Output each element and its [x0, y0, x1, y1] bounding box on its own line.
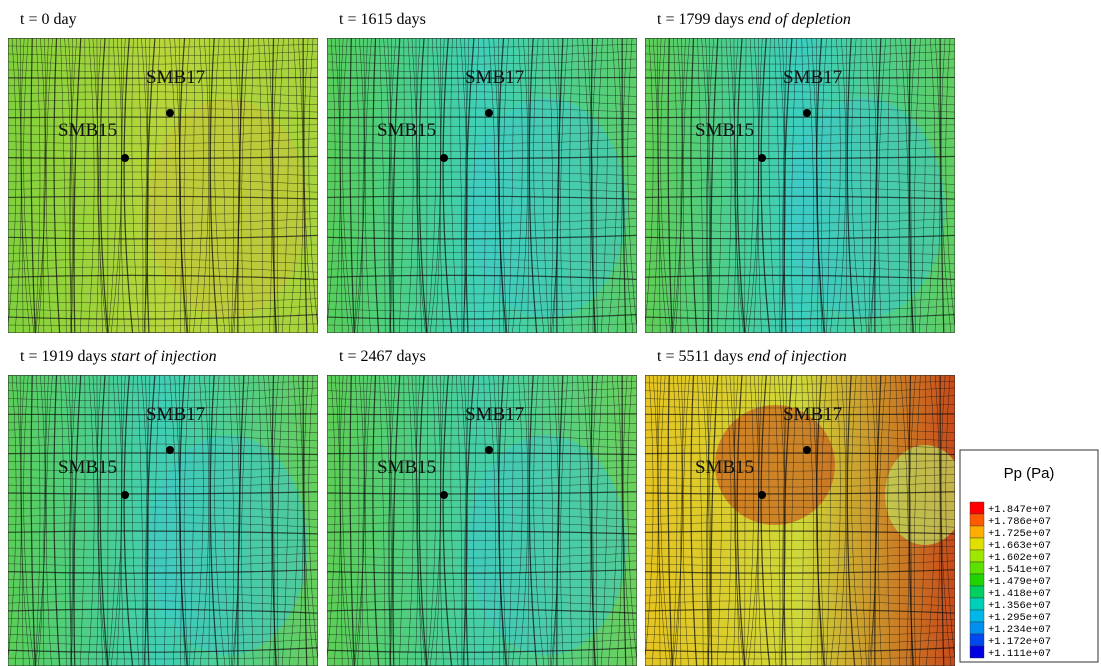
well-marker — [440, 154, 448, 162]
legend-label: +1.847e+07 — [988, 504, 1051, 516]
well-marker — [121, 154, 129, 162]
mesh-line — [955, 38, 958, 333]
legend-swatch — [970, 634, 984, 646]
panel-time: t = 1615 days — [339, 11, 426, 28]
legend-swatch — [970, 646, 984, 658]
well-marker — [758, 154, 766, 162]
legend-swatch — [970, 562, 984, 574]
legend-swatch — [970, 610, 984, 622]
legend-swatch — [970, 622, 984, 634]
mesh-line — [955, 375, 958, 666]
legend-swatch — [970, 526, 984, 538]
well-label: SMB17 — [146, 67, 205, 88]
well-marker — [166, 109, 174, 117]
well-label: SMB15 — [58, 120, 117, 141]
panel-note: end of injection — [747, 348, 847, 365]
well-marker — [803, 109, 811, 117]
well-label: SMB15 — [58, 457, 117, 478]
mesh-line — [2, 38, 8, 333]
panel-time: t = 1919 days — [20, 348, 107, 365]
field-zone — [148, 435, 308, 655]
well-marker — [440, 491, 448, 499]
legend-swatch — [970, 574, 984, 586]
well-label: SMB17 — [783, 67, 842, 88]
panel-title: t = 0 day — [20, 11, 77, 28]
legend-title: Pp (Pa) — [1004, 465, 1055, 482]
legend-label: +1.541e+07 — [988, 564, 1051, 576]
well-label: SMB15 — [377, 457, 436, 478]
panel: SMB17 SMB15 — [639, 375, 965, 666]
panel-title: t = 1799 days end of depletion — [657, 11, 851, 28]
legend-label: +1.295e+07 — [988, 612, 1051, 624]
legend-swatch — [970, 550, 984, 562]
well-label: SMB17 — [783, 404, 842, 425]
panel-time: t = 5511 days — [657, 348, 743, 365]
well-marker — [121, 491, 129, 499]
legend-label: +1.602e+07 — [988, 552, 1051, 564]
well-label: SMB17 — [146, 404, 205, 425]
panel-title: t = 1919 days start of injection — [20, 348, 217, 365]
legend-label: +1.234e+07 — [988, 624, 1051, 636]
legend-label: +1.786e+07 — [988, 516, 1051, 528]
figure: t = 0 daySMB17SMB15t = 1615 daysSMB17SMB… — [0, 0, 1101, 666]
panel-note: end of depletion — [748, 11, 851, 28]
mesh-line — [2, 375, 8, 666]
well-label: SMB15 — [695, 120, 754, 141]
mesh-line — [637, 38, 640, 333]
well-marker — [758, 491, 766, 499]
legend-label: +1.418e+07 — [988, 588, 1051, 600]
mesh-line — [318, 375, 321, 666]
legend-label: +1.172e+07 — [988, 636, 1051, 648]
well-label: SMB15 — [377, 120, 436, 141]
mesh-line — [637, 375, 640, 666]
panel: SMB17 SMB15 — [321, 38, 639, 334]
well-label: SMB15 — [695, 457, 754, 478]
panel: SMB17 SMB15 — [2, 38, 320, 334]
mesh-line — [318, 38, 321, 333]
well-marker — [803, 446, 811, 454]
legend-label: +1.111e+07 — [988, 648, 1051, 660]
panel-time: t = 1799 days — [657, 11, 744, 28]
panel-time: t = 2467 days — [339, 348, 426, 365]
legend-label: +1.663e+07 — [988, 540, 1051, 552]
mesh-line — [321, 38, 327, 333]
well-marker — [485, 446, 493, 454]
panel-time: t = 0 day — [20, 11, 77, 28]
legend-swatch — [970, 538, 984, 550]
panel-title: t = 2467 days — [339, 348, 426, 365]
legend-swatch — [970, 586, 984, 598]
legend-swatch — [970, 514, 984, 526]
legend-swatch — [970, 598, 984, 610]
well-marker — [485, 109, 493, 117]
field-zone — [885, 445, 965, 545]
panel: SMB17 SMB15 — [639, 38, 957, 334]
legend-label: +1.356e+07 — [988, 600, 1051, 612]
well-label: SMB17 — [465, 404, 524, 425]
panel: SMB17 SMB15 — [2, 375, 320, 666]
panel: SMB17 SMB15 — [321, 375, 639, 666]
mesh-line — [639, 38, 645, 333]
well-label: SMB17 — [465, 67, 524, 88]
panel-title: t = 5511 days end of injection — [657, 348, 847, 365]
mesh-line — [321, 375, 327, 666]
legend-label: +1.479e+07 — [988, 576, 1051, 588]
well-marker — [166, 446, 174, 454]
legend-swatch — [970, 502, 984, 514]
legend-label: +1.725e+07 — [988, 528, 1051, 540]
panel-note: start of injection — [111, 348, 217, 365]
panel-title: t = 1615 days — [339, 11, 426, 28]
mesh-line — [639, 375, 645, 666]
field-zone — [467, 435, 627, 655]
